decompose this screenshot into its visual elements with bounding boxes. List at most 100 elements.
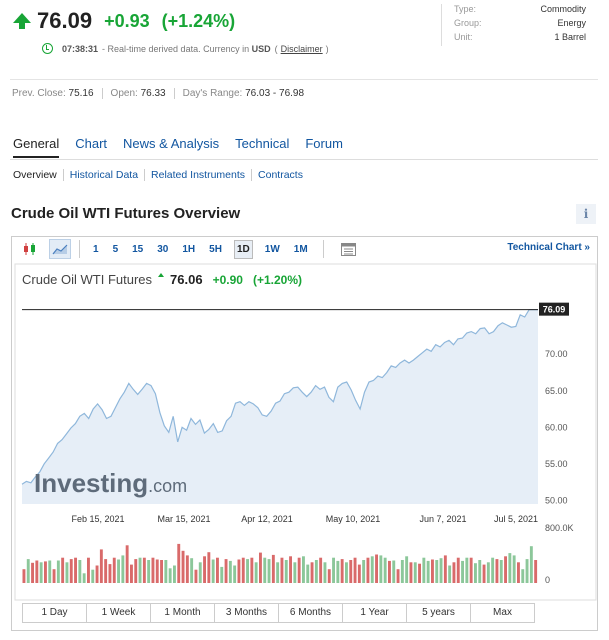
volume-bar bbox=[456, 557, 460, 583]
volume-bar bbox=[26, 559, 30, 583]
range-1-day[interactable]: 1 Day bbox=[23, 604, 87, 622]
prev-close: Prev. Close: 75.16 bbox=[12, 88, 103, 99]
volume-bar bbox=[190, 558, 194, 583]
last-price: 76.09 bbox=[37, 8, 93, 33]
timeframe-group: 1 5 15 30 1H 5H 1D 1W 1M bbox=[86, 239, 315, 259]
volume-bar bbox=[91, 569, 95, 583]
volume-bar bbox=[323, 562, 327, 583]
tab-news-analysis[interactable]: News & Analysis bbox=[123, 136, 220, 151]
volume-bar bbox=[267, 559, 271, 583]
volume-bar bbox=[375, 554, 378, 583]
range-6-months[interactable]: 6 Months bbox=[279, 604, 343, 622]
timestamp-row: 07:38:31 - Real-time derived data. Curre… bbox=[42, 43, 329, 54]
range-1-week[interactable]: 1 Week bbox=[87, 604, 151, 622]
volume-bar bbox=[112, 557, 116, 583]
price-change: +0.93 bbox=[104, 10, 150, 31]
volume-bar bbox=[293, 562, 297, 583]
volume-bar bbox=[168, 568, 172, 583]
range-max[interactable]: Max bbox=[493, 607, 512, 618]
volume-bar bbox=[185, 555, 189, 583]
subtab-historical-data[interactable]: Historical Data bbox=[70, 169, 146, 181]
volume-bar bbox=[529, 546, 533, 583]
timeframe-1h[interactable]: 1H bbox=[182, 243, 196, 255]
volume-bar bbox=[370, 556, 374, 583]
volume-bar bbox=[379, 555, 383, 583]
volume-bar bbox=[426, 560, 430, 583]
timeframe-15[interactable]: 15 bbox=[132, 243, 144, 255]
volume-bar bbox=[491, 557, 495, 583]
volume-bar bbox=[138, 557, 142, 583]
volume-bar bbox=[474, 563, 477, 583]
chart-toolbar: 1 5 15 30 1H 5H 1D 1W 1M Technical Chart » bbox=[11, 236, 598, 262]
disclaimer-link[interactable]: Disclaimer bbox=[280, 43, 323, 54]
volume-bar bbox=[250, 557, 254, 583]
volume-bar bbox=[366, 557, 370, 583]
volume-bar bbox=[117, 559, 120, 583]
page-title: Crude Oil WTI Futures Overview bbox=[11, 205, 241, 222]
timeframe-1m[interactable]: 1M bbox=[293, 243, 308, 255]
volume-zero-label: 0 bbox=[545, 575, 550, 585]
x-tick-label: Feb 15, 2021 bbox=[71, 514, 124, 524]
volume-bar bbox=[418, 563, 421, 583]
range-1-year[interactable]: 1 Year bbox=[343, 604, 407, 622]
volume-bar bbox=[130, 564, 133, 583]
timeframe-1d[interactable]: 1D bbox=[233, 239, 253, 259]
timeframe-1[interactable]: 1 bbox=[93, 243, 99, 255]
currency: USD bbox=[251, 43, 271, 54]
volume-bar bbox=[194, 569, 198, 583]
volume-bar bbox=[216, 557, 219, 583]
volume-bar bbox=[48, 560, 52, 583]
range-5-years[interactable]: 5 years bbox=[407, 604, 471, 622]
data-table-icon[interactable] bbox=[338, 239, 360, 259]
subtab-related-instruments[interactable]: Related Instruments bbox=[151, 169, 253, 181]
volume-bar bbox=[392, 560, 396, 583]
timeframe-1w[interactable]: 1W bbox=[264, 243, 280, 255]
volume-bar bbox=[160, 560, 163, 583]
range-1-month[interactable]: 1 Month bbox=[151, 604, 215, 622]
timeframe-5[interactable]: 5 bbox=[112, 243, 119, 255]
days-range: Day's Range: 76.03 - 76.98 bbox=[182, 88, 305, 99]
timeframe-30[interactable]: 30 bbox=[157, 243, 169, 255]
price-area bbox=[22, 309, 538, 504]
subtab-overview[interactable]: Overview bbox=[13, 169, 64, 181]
volume-bar bbox=[31, 562, 34, 583]
volume-bar bbox=[241, 557, 245, 583]
chart-widget bbox=[11, 236, 598, 631]
technical-chart-link[interactable]: Technical Chart » bbox=[507, 242, 590, 253]
area-chart-icon[interactable] bbox=[49, 239, 71, 259]
y-tick-label: 50.00 bbox=[545, 495, 568, 505]
info-value: 1 Barrel bbox=[554, 32, 586, 42]
tab-technical[interactable]: Technical bbox=[235, 136, 290, 151]
volume-bar bbox=[151, 557, 155, 583]
volume-bar bbox=[95, 565, 99, 583]
info-icon[interactable]: i bbox=[576, 204, 596, 224]
volume-bar bbox=[134, 559, 138, 583]
tab-forum[interactable]: Forum bbox=[305, 136, 343, 151]
volume-bar bbox=[517, 562, 520, 583]
main-tabs: General Chart News & Analysis Technical Foru… bbox=[13, 136, 359, 158]
volume-bar bbox=[142, 557, 146, 583]
volume-bar bbox=[465, 557, 469, 583]
volume-bar bbox=[396, 569, 400, 583]
volume-bar bbox=[147, 560, 151, 583]
price-change-percent: (+1.24%) bbox=[161, 10, 236, 31]
price-stats: Prev. Close: 75.16 Open: 76.33 Day's Ran… bbox=[12, 88, 320, 99]
range-3-months[interactable]: 3 Months bbox=[215, 604, 279, 622]
tab-general[interactable]: General bbox=[13, 136, 60, 158]
x-tick-label: Jul 5, 2021 bbox=[494, 514, 538, 524]
volume-bar bbox=[69, 559, 73, 583]
volume-bar bbox=[108, 564, 112, 583]
volume-bar bbox=[405, 556, 409, 583]
toolbar-separator bbox=[79, 240, 80, 258]
tab-chart[interactable]: Chart bbox=[75, 136, 108, 151]
subtab-contracts[interactable]: Contracts bbox=[258, 169, 303, 181]
volume-bar bbox=[74, 557, 77, 583]
last-price-tag bbox=[539, 302, 569, 316]
candlestick-chart-icon[interactable] bbox=[19, 239, 41, 259]
divider bbox=[10, 79, 598, 80]
volume-bar bbox=[482, 564, 486, 583]
volume-bar bbox=[233, 565, 237, 583]
info-row: Group: Energy bbox=[454, 18, 586, 32]
timeframe-5h[interactable]: 5H bbox=[209, 243, 222, 255]
